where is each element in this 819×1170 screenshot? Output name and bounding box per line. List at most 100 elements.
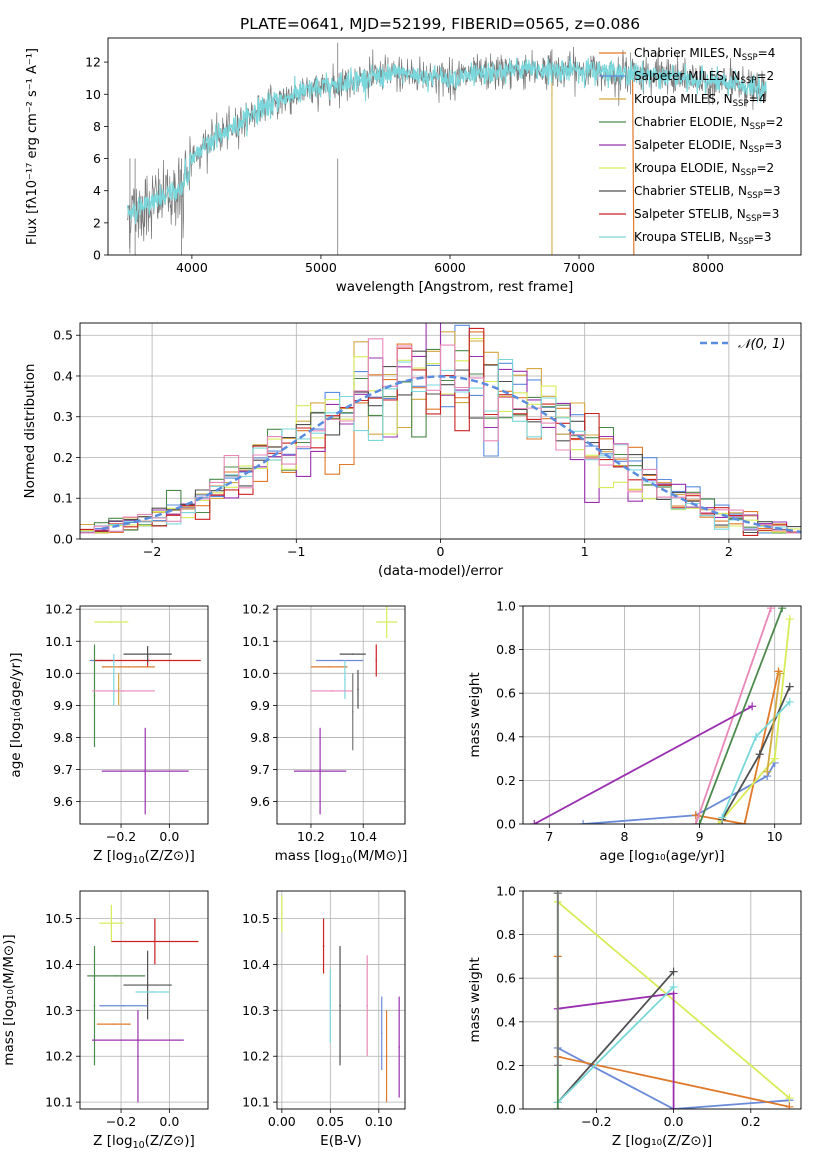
mass_vs_Z-ytick-label: 10.3 — [45, 1003, 73, 1018]
weight_vs_Z-frame — [522, 890, 802, 1110]
age_vs_mass-frame — [276, 605, 406, 825]
weight_vs_Z-marker — [553, 1061, 562, 1070]
age_vs_mass-xtick-label: 10.4 — [349, 829, 377, 844]
weight_vs_age-ytick-label: 0.4 — [496, 729, 516, 744]
gaussian-legend-label: 𝒩(0, 1) — [738, 337, 785, 352]
age_vs_mass-xlabel: mass [log10(M/M⊙)] — [275, 848, 408, 866]
weight_vs_Z-xlabel: Z [log₁₀(Z/Z⊙)] — [612, 1133, 712, 1149]
mass_vs_Z-ytick-label: 10.2 — [45, 1049, 73, 1064]
mass_vs_ebv-xtick-label: 0.00 — [268, 1114, 296, 1129]
weight_vs_Z-ytick-label: 0.2 — [496, 1058, 516, 1073]
weight_vs_age-marker — [785, 697, 794, 706]
spectrum-xtick-label: 6000 — [434, 260, 466, 275]
age_vs_mass-point — [344, 678, 346, 681]
age_vs_Z-ytick-label: 9.8 — [53, 730, 73, 745]
weight_vs_Z-xtick-label: 0.2 — [741, 1114, 761, 1129]
weight_vs_Z-marker — [553, 891, 562, 898]
mass_vs_ebv-ytick-label: 10.3 — [242, 1003, 270, 1018]
age_vs_Z-point — [93, 694, 96, 697]
weight_vs_age-marker — [691, 820, 700, 824]
mass_vs_Z-frame — [79, 890, 209, 1110]
age_vs_Z-point — [113, 678, 115, 681]
age_vs_Z-point — [110, 621, 113, 623]
age_vs_Z-point — [122, 690, 125, 692]
mass_vs_Z-point — [93, 1004, 96, 1007]
age_vs_mass-point — [351, 653, 354, 655]
residual_hist-xtick-label: −2 — [143, 544, 161, 559]
weight_vs_Z-ytick-label: 0.6 — [496, 971, 516, 986]
weight_vs_age-marker — [751, 732, 760, 741]
mass_vs_Z-ytick-label: 10.1 — [45, 1095, 73, 1110]
mass_vs_ebv-xlabel: E(B-V) — [320, 1133, 362, 1149]
weight_vs_age-marker — [778, 606, 787, 613]
age_vs_Z-point — [117, 688, 120, 691]
gaussian-curve — [101, 375, 801, 534]
age_vs_mass-point — [319, 770, 321, 772]
weight_vs_age-xtick-label: 8 — [620, 829, 628, 844]
age_vs_mass-ytick-label: 9.9 — [250, 698, 270, 713]
age_vs_mass-ytick-label: 9.7 — [250, 762, 270, 777]
residual_hist-ytick-label: 0.2 — [53, 450, 73, 465]
mass_vs_Z-xlabel: Z [log10(Z/Z⊙)] — [93, 1133, 195, 1151]
weight_vs_age-marker — [774, 667, 783, 676]
weight_vs_Z-marker — [669, 1105, 678, 1109]
spectrum-xtick-label: 7000 — [563, 260, 595, 275]
weight_vs_age-xtick-label: 10 — [767, 829, 783, 844]
age_vs_mass-ytick-label: 9.6 — [250, 794, 270, 809]
weight_vs_age-marker — [766, 606, 775, 613]
mass_vs_Z-point — [122, 1004, 125, 1007]
mass_vs_ebv-ytick-label: 10.4 — [242, 957, 270, 972]
weight_vs_age-marker — [695, 820, 704, 824]
weight_vs_Z-marker — [785, 1094, 794, 1103]
spectrum-legend-entry: Chabrier ELODIE, NSSP=2 — [634, 115, 783, 132]
weight_vs_Z-ytick-label: 1.0 — [496, 884, 516, 899]
spectrum-ytick-label: 4 — [93, 183, 101, 198]
age_vs_Z-ylabel: age [log₁₀(age/yr)] — [8, 652, 24, 777]
mass_vs_ebv-ytick-label: 10.1 — [242, 1095, 270, 1110]
mass_vs_ebv-ytick-label: 10.2 — [242, 1049, 270, 1064]
age_vs_mass-ytick-label: 9.8 — [250, 730, 270, 745]
weight_vs_age-ytick-label: 0.6 — [496, 686, 516, 701]
weight_vs_Z-marker — [553, 1105, 562, 1109]
age_vs_mass-ytick-label: 10.1 — [242, 634, 270, 649]
spectrum-xtick-label: 4000 — [176, 260, 208, 275]
age_vs_Z-xtick-label: 0.0 — [159, 829, 179, 844]
spectrum-xtick-label: 8000 — [692, 260, 724, 275]
spectrum-legend-entry: Salpeter ELODIE, NSSP=3 — [634, 138, 782, 155]
mass_vs_ebv-ytick-label: 10.5 — [242, 911, 270, 926]
residual_hist-ytick-label: 0.1 — [53, 491, 73, 506]
figure-title: PLATE=0641, MJD=52199, FIBERID=0565, z=0… — [240, 15, 640, 33]
weight_vs_age-axes: 7 8 9 10 0.0 0.2 0.4 0.6 0.8 1.0 — [496, 599, 801, 844]
age_vs_Z-point — [146, 653, 149, 655]
residual_hist-xlabel: (data-model)/error — [378, 563, 504, 579]
age_vs_mass-point — [375, 659, 378, 662]
mass_vs_ebv-point — [281, 913, 283, 915]
residual_hist-ytick-label: 0.3 — [53, 409, 73, 424]
age_vs_Z-ytick-label: 10.2 — [45, 602, 73, 617]
age_vs_mass-point — [351, 710, 354, 713]
spectrum-ytick-label: 10 — [85, 87, 101, 102]
mass_vs_ebv-xtick-label: 0.10 — [365, 1114, 393, 1129]
spectrum-legend-entry: Kroupa ELODIE, NSSP=2 — [634, 161, 774, 178]
age_vs_Z-xtick-label: −0.2 — [106, 829, 136, 844]
spectrum-ytick-label: 6 — [93, 151, 101, 166]
mass_vs_ebv-frame — [276, 890, 406, 1110]
weight_vs_Z-ytick-label: 0.4 — [496, 1014, 516, 1029]
age_vs_mass-point — [328, 666, 331, 668]
weight_vs_age-marker — [579, 820, 588, 824]
weight_vs_age-marker — [530, 820, 539, 824]
histogram-series-8 — [80, 327, 801, 536]
age_vs_mass-point — [357, 688, 359, 691]
age_vs_mass-point — [331, 690, 333, 692]
weight_vs_age-series-2 — [695, 671, 780, 824]
spectrum-axes: 4000 5000 6000 7000 8000 0 2 4 6 8 10 12 — [85, 55, 724, 275]
weight_vs_Z-marker — [669, 967, 678, 976]
spectrum-ytick-label: 8 — [93, 119, 101, 134]
residual_hist-ylabel: Normed distribution — [22, 364, 38, 499]
mass_vs_Z-xtick-label: −0.2 — [106, 1114, 136, 1129]
age_vs_Z-ytick-label: 9.6 — [53, 794, 73, 809]
spectrum-ytick-label: 12 — [85, 55, 101, 70]
age_vs_Z-xlabel: Z [log10(Z/Z⊙)] — [93, 848, 195, 866]
weight_vs_age-xlabel: age [log₁₀(age/yr)] — [599, 848, 724, 864]
mass_vs_ebv-point — [366, 1004, 368, 1007]
